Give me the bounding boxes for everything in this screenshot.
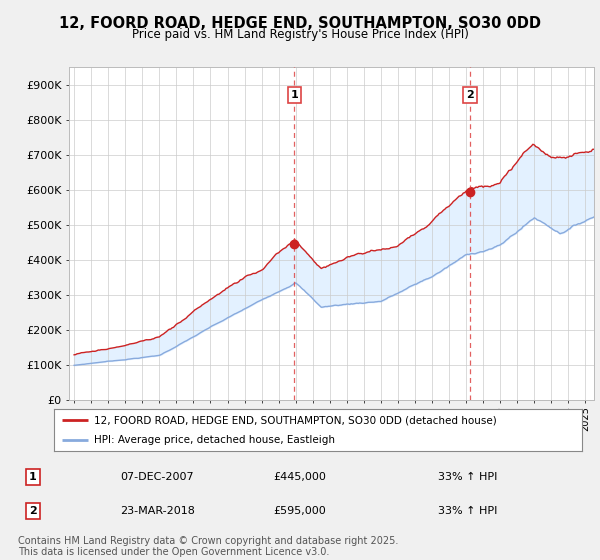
Text: Contains HM Land Registry data © Crown copyright and database right 2025.
This d: Contains HM Land Registry data © Crown c…	[18, 535, 398, 557]
Text: £595,000: £595,000	[274, 506, 326, 516]
Text: 1: 1	[29, 472, 37, 482]
Text: 1: 1	[290, 90, 298, 100]
Text: 2: 2	[29, 506, 37, 516]
Text: 12, FOORD ROAD, HEDGE END, SOUTHAMPTON, SO30 0DD: 12, FOORD ROAD, HEDGE END, SOUTHAMPTON, …	[59, 16, 541, 31]
Text: 12, FOORD ROAD, HEDGE END, SOUTHAMPTON, SO30 0DD (detached house): 12, FOORD ROAD, HEDGE END, SOUTHAMPTON, …	[94, 415, 496, 425]
Text: HPI: Average price, detached house, Eastleigh: HPI: Average price, detached house, East…	[94, 435, 335, 445]
Text: 33% ↑ HPI: 33% ↑ HPI	[438, 506, 497, 516]
Text: 2: 2	[466, 90, 474, 100]
Text: 07-DEC-2007: 07-DEC-2007	[120, 472, 194, 482]
Text: 33% ↑ HPI: 33% ↑ HPI	[438, 472, 497, 482]
Text: Price paid vs. HM Land Registry's House Price Index (HPI): Price paid vs. HM Land Registry's House …	[131, 28, 469, 41]
Text: 23-MAR-2018: 23-MAR-2018	[120, 506, 195, 516]
Text: £445,000: £445,000	[274, 472, 326, 482]
